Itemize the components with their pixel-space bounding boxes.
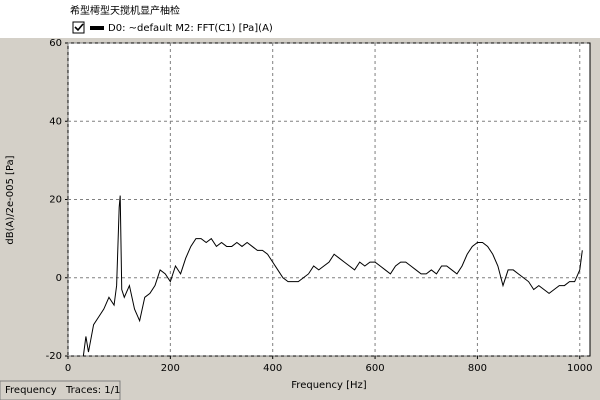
y-tick-label: 20 <box>49 195 62 206</box>
status-right: Traces: 1/1 <box>65 385 120 396</box>
x-tick-label: 400 <box>263 363 282 374</box>
y-tick-label: 40 <box>49 116 62 127</box>
x-tick-label: 0 <box>65 363 71 374</box>
x-tick-label: 200 <box>161 363 180 374</box>
y-tick-label: 60 <box>49 38 62 49</box>
legend-label: D0: ~default M2: FFT(C1) [Pa](A) <box>108 23 273 34</box>
x-axis-label: Frequency [Hz] <box>291 380 367 391</box>
y-axis-label: dB(A)/2e-005 [Pa] <box>5 155 16 244</box>
chart-title: 希型樗型天搅机显产柚检 <box>70 4 180 17</box>
y-tick-label: -20 <box>46 351 62 362</box>
legend-swatch <box>90 26 104 30</box>
status-left: Frequency <box>5 385 57 396</box>
header-panel <box>0 0 600 38</box>
status-bar <box>0 380 121 400</box>
legend-checkmark <box>74 23 84 32</box>
x-tick-label: 600 <box>366 363 385 374</box>
legend-checkbox[interactable] <box>72 21 85 34</box>
spectrum-line <box>82 195 583 357</box>
x-tick-label: 1000 <box>567 363 592 374</box>
x-tick-label: 800 <box>468 363 487 374</box>
y-tick-label: 0 <box>56 273 62 284</box>
